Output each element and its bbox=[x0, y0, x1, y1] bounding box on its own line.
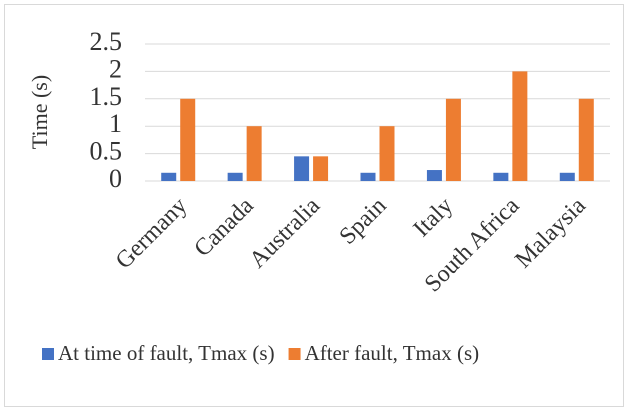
legend-swatch bbox=[42, 348, 54, 360]
y-tick-label: 0 bbox=[109, 164, 122, 193]
bar bbox=[426, 170, 442, 181]
bar bbox=[512, 71, 528, 181]
bar bbox=[161, 172, 177, 181]
bar bbox=[559, 172, 575, 181]
bar bbox=[180, 98, 196, 181]
legend-label: At time of fault, Tmax (s) bbox=[58, 341, 275, 365]
bar bbox=[313, 156, 329, 181]
y-tick-label: 1.5 bbox=[90, 82, 123, 111]
bar bbox=[294, 156, 310, 181]
y-axis-label: Time (s) bbox=[27, 75, 52, 149]
bar bbox=[578, 98, 594, 181]
y-tick-label: 1 bbox=[109, 109, 122, 138]
bar bbox=[227, 172, 243, 181]
legend-label: After fault, Tmax (s) bbox=[305, 341, 480, 365]
y-tick-label: 2.5 bbox=[90, 27, 123, 56]
bar bbox=[493, 172, 509, 181]
y-tick-label: 2 bbox=[109, 54, 122, 83]
y-tick-label: 0.5 bbox=[90, 137, 123, 166]
bar bbox=[379, 126, 395, 181]
legend-swatch bbox=[288, 348, 301, 360]
bar bbox=[246, 126, 262, 181]
bar bbox=[445, 98, 461, 181]
bar bbox=[360, 172, 376, 181]
